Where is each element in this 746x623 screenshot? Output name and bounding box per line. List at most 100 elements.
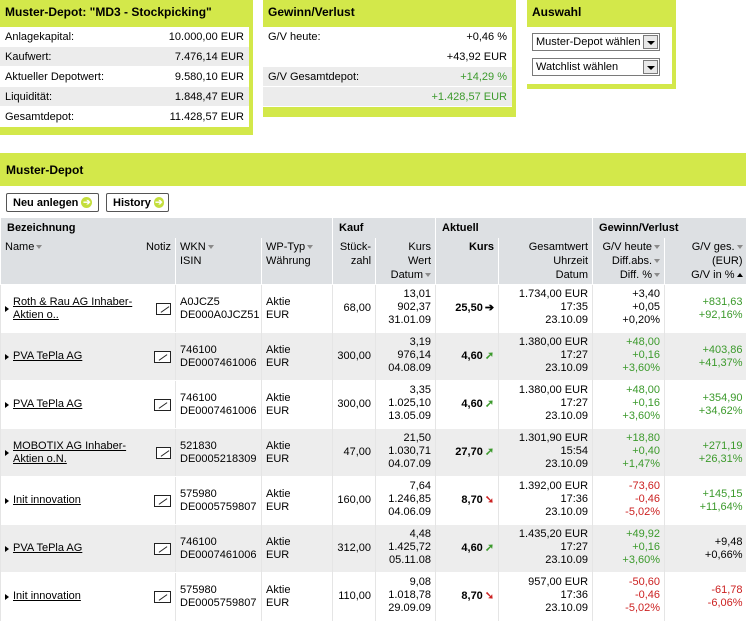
cell-wkn-isin: 575980 DE0005759807 [175, 572, 262, 621]
header-gv-gesamt[interactable]: G/V ges. (EUR) G/V in % [664, 238, 746, 285]
cell-aktuell-kurs: 8,70 ➘ [435, 476, 499, 525]
cell-gesamtwert: 1.435,20 EUR 17:27 23.10.09 [498, 524, 593, 573]
cell-stueckzahl: 110,00 [332, 572, 376, 621]
cell-wkn-isin: 575980 DE0005759807 [175, 476, 262, 525]
sort-icon[interactable] [654, 245, 661, 250]
cell-stueckzahl: 68,00 [332, 284, 376, 333]
cell-gesamtwert: 1.380,00 EUR 17:27 23.10.09 [498, 332, 593, 381]
edit-note-icon[interactable] [154, 590, 171, 603]
kv-row-depotwert: Aktueller Depotwert: 9.580,10 EUR [0, 67, 249, 87]
new-entry-button[interactable]: Neu anlegen ➔ [6, 193, 99, 212]
expand-triangle-icon[interactable] [5, 305, 9, 312]
expand-triangle-icon[interactable] [5, 545, 9, 552]
sort-icon[interactable] [307, 245, 314, 250]
cell-wkn-isin: A0JCZ5 DE000A0JCZ51 [175, 284, 262, 333]
gv-summary-title: Gewinn/Verlust [268, 5, 355, 19]
main-section-title: Muster-Depot [6, 163, 84, 177]
sort-icon[interactable] [654, 273, 661, 278]
cell-wptyp: Aktie EUR [260, 476, 333, 525]
cell-gv-heute: +48,00 +0,16 +3,60% [592, 332, 665, 381]
expand-triangle-icon[interactable] [5, 353, 9, 360]
security-link[interactable]: Init innovation [13, 590, 81, 603]
gv-heute-abs-row: +43,92 EUR [263, 47, 512, 67]
expand-triangle-icon[interactable] [5, 449, 9, 456]
sort-asc-icon[interactable] [736, 273, 743, 278]
sort-icon[interactable] [207, 245, 214, 250]
security-link[interactable]: PVA TePla AG [13, 398, 83, 410]
table-row: Init innovation 575980 DE0005759807 Aktie EU… [0, 572, 746, 621]
header-name[interactable]: Name Notiz [0, 238, 176, 285]
expand-triangle-icon[interactable] [5, 497, 9, 504]
cell-kauf: 9,08 1.018,78 29.09.09 [375, 572, 436, 621]
chevron-down-icon[interactable] [643, 35, 658, 49]
watchlist-select[interactable]: Watchlist wählen [532, 58, 660, 76]
gv-summary-panel: Gewinn/Verlust G/V heute: +0,46 % +43,92 … [263, 0, 516, 117]
cell-kauf: 7,64 1.246,85 04.06.09 [375, 476, 436, 525]
security-link[interactable]: PVA TePla AG [13, 350, 83, 362]
history-button[interactable]: History ➔ [106, 193, 169, 212]
security-link[interactable]: PVA TePla AG [13, 542, 83, 554]
expand-triangle-icon[interactable] [5, 593, 9, 600]
cell-kauf: 13,01 902,37 31.01.09 [375, 284, 436, 333]
sort-icon[interactable] [36, 245, 43, 250]
expand-triangle-icon[interactable] [5, 401, 9, 408]
kv-row-gesamtdepot: Gesamtdepot: 11.428,57 EUR [0, 107, 249, 127]
edit-note-icon[interactable] [156, 446, 171, 459]
arrow-right-icon: ➔ [153, 197, 164, 208]
gv-summary-list: G/V heute: +0,46 % +43,92 EUR G/V Gesamtd… [263, 27, 512, 107]
gv-gesamt-abs-row: +1.428,57 EUR [263, 87, 512, 107]
cell-wkn-isin: 746100 DE0007461006 [175, 380, 262, 429]
chevron-down-icon[interactable] [643, 60, 658, 74]
edit-note-icon[interactable] [155, 302, 171, 315]
cell-gv-gesamt: +9,48 +0,66% [664, 524, 746, 573]
header-kauf-kurs[interactable]: Kurs Wert Datum [375, 238, 436, 285]
cell-name: PVA TePla AG [0, 524, 176, 573]
table-row: PVA TePla AG 746100 DE0007461006 Aktie EUR 31… [0, 524, 746, 573]
header-wptyp[interactable]: WP-Typ Währung [260, 238, 333, 285]
cell-gv-heute: +3,40 +0,05 +0,20% [592, 284, 665, 333]
gv-gesamt-row: G/V Gesamtdepot: +14,29 % [263, 67, 512, 87]
group-gewinn-verlust: Gewinn/Verlust [592, 218, 746, 238]
kv-row-anlagekapital: Anlagekapital: 10.000,00 EUR [0, 27, 249, 47]
edit-note-icon[interactable] [154, 350, 171, 363]
cell-aktuell-kurs: 8,70 ➘ [435, 572, 499, 621]
header-wkn-isin[interactable]: WKN ISIN [175, 238, 262, 285]
header-gv-heute[interactable]: G/V heute Diff.abs. Diff. % [592, 238, 665, 285]
cell-aktuell-kurs: 4,60 ➚ [435, 380, 499, 429]
kv-row-liquiditaet: Liquidität: 1.848,47 EUR [0, 87, 249, 107]
header-aktuell-kurs: Kurs [435, 238, 499, 285]
auswahl-body: Muster-Depot wählen Watchlist wählen [527, 27, 672, 84]
cell-gv-heute: -73,60 -0,46 -5,02% [592, 476, 665, 525]
cell-kauf: 4,48 1.425,72 05.11.08 [375, 524, 436, 573]
cell-gesamtwert: 1.301,90 EUR 15:54 23.10.09 [498, 428, 593, 477]
depot-select[interactable]: Muster-Depot wählen [532, 33, 660, 51]
cell-aktuell-kurs: 4,60 ➚ [435, 332, 499, 381]
trend-arrow-icon: ➚ [484, 542, 495, 554]
sort-icon[interactable] [654, 259, 661, 264]
cell-kauf: 3,35 1.025,10 13.05.09 [375, 380, 436, 429]
trend-arrow-icon: ➔ [484, 302, 495, 314]
cell-wkn-isin: 746100 DE0007461006 [175, 332, 262, 381]
trend-arrow-icon: ➚ [484, 350, 495, 362]
edit-note-icon[interactable] [154, 494, 171, 507]
security-link[interactable]: Roth & Rau AG Inhaber-Aktien o.. [13, 295, 133, 321]
cell-wkn-isin: 746100 DE0007461006 [175, 524, 262, 573]
cell-kauf: 21,50 1.030,71 04.07.09 [375, 428, 436, 477]
cell-gv-gesamt: +831,63 +92,16% [664, 284, 746, 333]
auswahl-title: Auswahl [532, 5, 582, 19]
sort-icon[interactable] [736, 245, 743, 250]
edit-note-icon[interactable] [154, 398, 171, 411]
trend-arrow-icon: ➚ [484, 446, 495, 458]
table-row: Roth & Rau AG Inhaber-Aktien o.. A0JCZ5 DE… [0, 284, 746, 333]
security-link[interactable]: MOBOTIX AG Inhaber-Aktien o.N. [13, 439, 127, 465]
cell-name: PVA TePla AG [0, 380, 176, 429]
sort-icon[interactable] [425, 273, 432, 278]
cell-gv-gesamt: -61,78 -6,06% [664, 572, 746, 621]
edit-note-icon[interactable] [154, 542, 171, 555]
security-link[interactable]: Init innovation [13, 494, 81, 506]
header-notiz: Notiz [145, 241, 171, 253]
depot-summary-title: Muster-Depot: "MD3 - Stockpicking" [5, 5, 212, 19]
trend-arrow-icon: ➚ [484, 398, 495, 410]
table-body: Roth & Rau AG Inhaber-Aktien o.. A0JCZ5 DE… [0, 284, 746, 621]
depot-summary-list: Anlagekapital: 10.000,00 EUR Kaufwert: 7.4… [0, 27, 249, 127]
